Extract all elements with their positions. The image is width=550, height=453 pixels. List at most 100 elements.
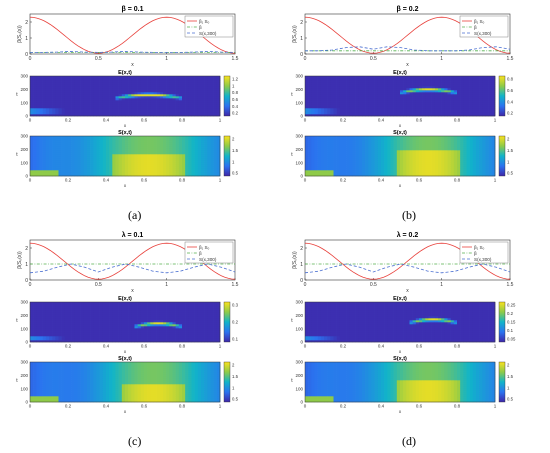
heatmap-cell xyxy=(134,82,138,85)
heatmap-cell xyxy=(30,316,34,319)
heatmap-cell xyxy=(434,162,439,165)
heatmap-cell xyxy=(61,136,66,139)
heatmap-cell xyxy=(77,76,81,79)
heatmap-cell xyxy=(178,164,183,167)
heatmap-cell xyxy=(131,166,135,169)
heatmap-cell xyxy=(333,160,337,163)
heatmap-cell xyxy=(466,106,470,109)
heatmap-cell xyxy=(371,90,375,93)
heatmap-cell xyxy=(140,82,145,85)
heatmap-cell xyxy=(150,168,154,171)
heatmap-cell xyxy=(163,174,167,177)
heatmap-cell xyxy=(358,92,363,95)
heatmap-cell xyxy=(311,82,315,85)
heatmap-cell xyxy=(387,92,391,95)
heatmap-cell xyxy=(147,160,151,163)
heatmap-cell xyxy=(204,168,208,171)
heatmap-cell xyxy=(463,90,467,93)
heatmap-cell xyxy=(61,112,66,115)
heatmap-cell xyxy=(172,136,176,139)
heatmap-cell xyxy=(169,158,173,161)
heatmap-cell xyxy=(153,144,157,147)
heatmap-cell xyxy=(134,142,138,145)
heatmap-cell xyxy=(327,150,331,153)
heatmap-cell xyxy=(403,170,407,173)
heatmap-cell xyxy=(371,152,375,155)
heatmap-cell xyxy=(457,160,461,163)
heatmap-cell xyxy=(444,84,448,87)
heatmap-cell xyxy=(457,142,461,145)
heatmap-cell xyxy=(90,162,94,165)
heatmap-cell xyxy=(131,82,135,85)
heatmap-cell xyxy=(125,156,129,159)
heatmap-cell xyxy=(166,150,170,153)
heatmap-cell xyxy=(362,170,366,173)
heatmap-cell xyxy=(30,162,34,165)
heatmap-cell xyxy=(96,90,100,93)
heatmap-cell xyxy=(352,164,356,167)
heatmap-cell xyxy=(87,112,91,115)
heatmap-cell xyxy=(131,140,135,143)
heatmap-cell xyxy=(403,104,407,107)
heatmap-cell xyxy=(327,154,331,157)
heatmap-cell xyxy=(327,158,331,161)
heatmap-cell xyxy=(488,140,493,143)
heatmap-cell xyxy=(374,100,379,103)
heatmap-cell xyxy=(336,160,341,163)
heatmap-cell xyxy=(42,90,47,93)
heatmap-cell xyxy=(425,140,429,143)
heatmap-cell xyxy=(74,166,78,169)
heatmap-cell xyxy=(77,170,81,173)
heatmap-cell xyxy=(87,78,91,81)
heatmap-cell xyxy=(61,152,66,155)
heatmap-cell xyxy=(466,76,470,79)
heatmap-cell xyxy=(384,158,388,161)
heatmap-cell xyxy=(343,84,347,87)
heatmap-cell xyxy=(346,158,350,161)
heatmap-cell xyxy=(371,106,375,109)
heatmap-cell xyxy=(333,148,337,151)
heatmap-cell xyxy=(102,136,107,139)
heatmap-cell xyxy=(460,146,464,149)
colorbar-tick-label: 1 xyxy=(507,159,510,164)
heatmap-cell xyxy=(42,162,47,165)
heatmap-cell xyxy=(99,144,104,147)
heatmap-cell xyxy=(308,156,312,159)
heatmap-cell xyxy=(358,166,363,169)
heatmap-cell xyxy=(213,104,218,107)
heatmap-cell xyxy=(368,148,372,151)
heatmap-cell xyxy=(320,88,325,91)
heatmap-cell xyxy=(479,92,483,95)
heatmap-cell xyxy=(99,112,104,115)
heatmap-cell xyxy=(77,156,81,159)
heatmap-cell xyxy=(457,76,461,79)
heatmap-cell xyxy=(371,84,375,87)
heatmap-cell xyxy=(320,82,325,85)
heatmap-cell xyxy=(441,112,445,115)
heatmap-cell xyxy=(343,146,347,149)
heatmap-cell xyxy=(71,80,75,83)
heatmap-exposed: E(x,t)0 0.2 0.4 0.6 0.8 10100200300xt0.80.60.… xyxy=(291,70,513,128)
heatmap-cell xyxy=(166,156,170,159)
heatmap-cell xyxy=(415,100,420,103)
heatmap-cell xyxy=(365,104,369,107)
heatmap-cell xyxy=(472,86,477,89)
heatmap-cell xyxy=(58,166,62,169)
heatmap-cell xyxy=(374,102,379,105)
heatmap-cell xyxy=(112,82,116,85)
heatmap-cell xyxy=(485,80,489,83)
heatmap-cell xyxy=(204,114,208,117)
heatmap-cell xyxy=(450,154,455,157)
heatmap-cell xyxy=(80,160,85,163)
heatmap-cell xyxy=(121,110,126,113)
heatmap-cell xyxy=(368,138,372,141)
heatmap-cell xyxy=(419,106,423,109)
heatmap-cell xyxy=(102,110,107,113)
heatmap-cell xyxy=(175,104,180,107)
heatmap-cell xyxy=(381,88,385,91)
heatmap-cell xyxy=(324,90,328,93)
heatmap-cell xyxy=(488,114,493,117)
heatmap-cell xyxy=(207,150,211,153)
heatmap-cell xyxy=(99,98,104,101)
